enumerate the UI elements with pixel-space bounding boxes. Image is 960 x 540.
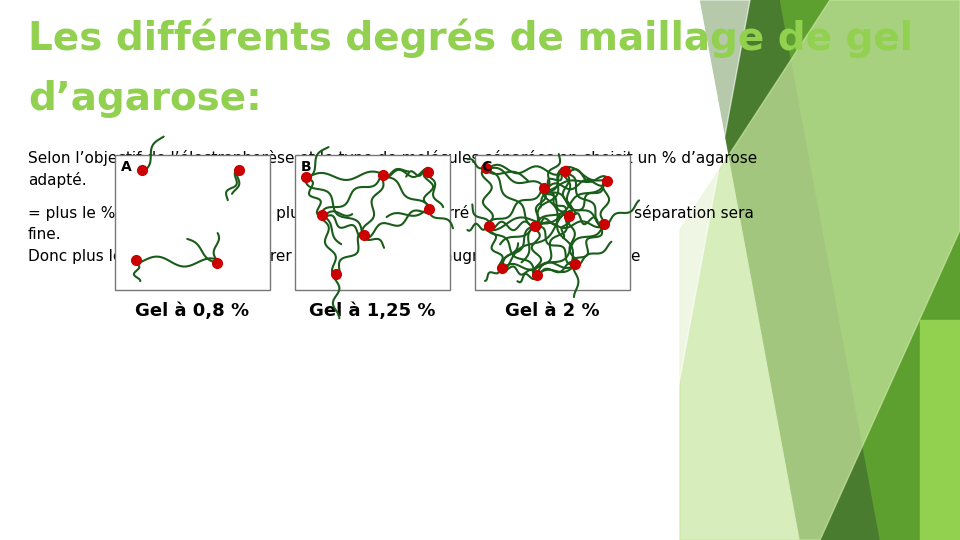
Text: Selon l’objectif de l’électrophorèse et le type de molécules séparées on choisit: Selon l’objectif de l’électrophorèse et …: [28, 150, 757, 188]
Text: Gel à 1,25 %: Gel à 1,25 %: [309, 302, 436, 320]
Bar: [475, 155, 630, 290]
Polygon shape: [700, 0, 960, 540]
Text: Gel à 2 %: Gel à 2 %: [505, 302, 600, 320]
Text: d’agarose:: d’agarose:: [28, 80, 262, 118]
Bar: [115, 155, 270, 290]
Bar: [295, 155, 450, 290]
Text: B: B: [301, 160, 312, 174]
Text: = plus le % d’agarose est élevé plus le maillage est serré plus la résolution de: = plus le % d’agarose est élevé plus le …: [28, 205, 754, 265]
Polygon shape: [580, 0, 750, 540]
Polygon shape: [0, 0, 680, 540]
Polygon shape: [680, 0, 960, 540]
Text: Gel à 0,8 %: Gel à 0,8 %: [135, 302, 250, 320]
Text: A: A: [121, 160, 132, 174]
Polygon shape: [780, 0, 960, 540]
Text: Les différents degrés de maillage de gel: Les différents degrés de maillage de gel: [28, 18, 913, 57]
Polygon shape: [920, 320, 960, 540]
Text: C: C: [481, 160, 492, 174]
